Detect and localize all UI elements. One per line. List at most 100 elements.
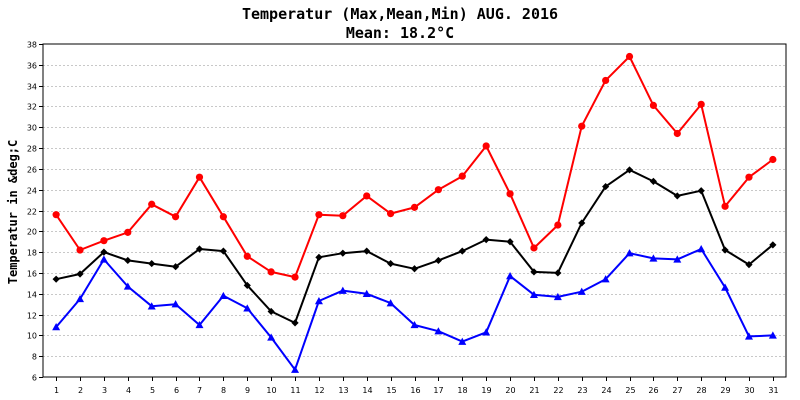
data-point [529, 290, 538, 298]
y-tick-label: 28 [27, 145, 37, 154]
data-point [673, 129, 681, 138]
x-tick-label: 6 [174, 386, 179, 395]
data-point [601, 275, 610, 283]
data-point [697, 100, 705, 108]
data-point [338, 286, 347, 294]
data-point [362, 289, 371, 297]
data-point [52, 323, 61, 331]
y-tick-label: 16 [27, 270, 37, 279]
x-tick-label: 27 [672, 386, 682, 395]
data-point [291, 365, 300, 373]
data-point [769, 155, 777, 164]
x-tick-label: 25 [625, 386, 635, 395]
data-point [410, 320, 419, 329]
x-tick-label: 7 [197, 386, 202, 395]
data-point [554, 221, 562, 229]
y-tick-label: 10 [27, 332, 37, 341]
data-point [124, 256, 132, 265]
grid [43, 65, 786, 357]
data-point [195, 173, 204, 181]
data-point [625, 166, 634, 174]
x-tick-label: 8 [221, 386, 226, 395]
data-point [148, 200, 156, 208]
y-tick-label: 18 [27, 249, 37, 258]
data-point [314, 297, 323, 305]
data-point [267, 333, 276, 341]
x-tick-label: 9 [245, 386, 250, 395]
y-tick-label: 30 [27, 124, 37, 133]
data-point [267, 307, 275, 316]
data-point [76, 270, 84, 278]
data-point [458, 337, 467, 345]
x-tick-label: 22 [553, 386, 563, 395]
data-point [458, 247, 466, 255]
x-tick-label: 5 [150, 386, 155, 395]
data-point [697, 245, 706, 253]
data-point [291, 273, 299, 281]
y-tick-label: 20 [27, 228, 37, 237]
x-tick-label: 30 [744, 386, 754, 395]
data-point [458, 172, 466, 180]
y-tick-label: 26 [27, 166, 37, 175]
series-line [55, 55, 774, 279]
x-tick-label: 16 [410, 386, 420, 395]
data-point [649, 101, 658, 109]
y-tick-label: 8 [32, 353, 37, 362]
x-tick-label: 26 [648, 386, 658, 395]
x-tick-label: 4 [126, 386, 131, 395]
data-point [434, 256, 442, 265]
y-tick-label: 32 [27, 103, 37, 112]
data-point [602, 76, 610, 85]
x-tick-label: 29 [720, 386, 730, 395]
x-tick-label: 12 [314, 386, 324, 395]
data-point [52, 211, 60, 219]
data-point [721, 246, 729, 254]
y-tick-label: 6 [32, 374, 37, 383]
x-tick-label: 18 [457, 386, 467, 395]
plot-frame [42, 43, 787, 378]
data-point [530, 268, 538, 276]
data-point [315, 253, 323, 261]
data-point [554, 269, 562, 277]
data-point [387, 259, 395, 268]
x-tick-label: 21 [529, 386, 539, 395]
x-tick-label: 28 [696, 386, 706, 395]
data-point [195, 245, 204, 253]
y-tick-label: 24 [27, 187, 37, 196]
y-tick-label: 12 [27, 312, 37, 321]
data-point [625, 52, 634, 61]
data-point [434, 186, 442, 194]
data-point [577, 287, 586, 295]
data-point [219, 247, 227, 255]
data-point [578, 122, 586, 130]
data-point [649, 177, 658, 185]
data-point [721, 283, 730, 291]
data-point [291, 319, 299, 327]
data-point [195, 320, 204, 329]
x-tick-label: 15 [386, 386, 396, 395]
data-point [553, 292, 562, 301]
data-point [721, 202, 729, 210]
data-point [219, 213, 227, 221]
data-point [148, 259, 156, 268]
data-point [769, 241, 777, 249]
y-tick-label: 14 [27, 291, 37, 300]
data-point [649, 254, 658, 262]
data-point [171, 213, 180, 221]
x-tick-label: 11 [290, 386, 300, 395]
data-point [578, 219, 586, 227]
data-point [100, 237, 108, 245]
y-tick-label: 22 [27, 208, 37, 217]
data-point [243, 252, 251, 260]
data-point [673, 192, 681, 200]
data-point [363, 247, 371, 255]
series-group [52, 52, 777, 373]
series-3 [52, 245, 777, 373]
data-point [147, 302, 156, 310]
data-point [530, 244, 538, 252]
data-point [768, 331, 777, 339]
x-tick-label: 1 [54, 386, 59, 395]
data-point [267, 268, 275, 276]
